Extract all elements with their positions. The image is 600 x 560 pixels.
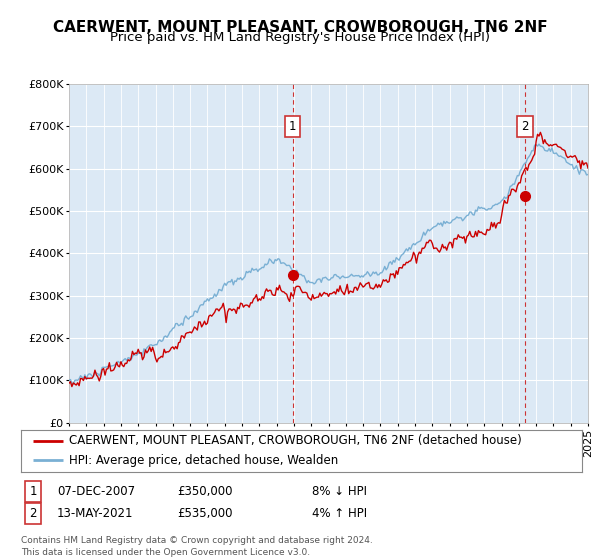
Text: Price paid vs. HM Land Registry's House Price Index (HPI): Price paid vs. HM Land Registry's House … — [110, 31, 490, 44]
Text: 8% ↓ HPI: 8% ↓ HPI — [312, 485, 367, 498]
Text: 13-MAY-2021: 13-MAY-2021 — [57, 507, 133, 520]
Text: 4% ↑ HPI: 4% ↑ HPI — [312, 507, 367, 520]
Text: HPI: Average price, detached house, Wealden: HPI: Average price, detached house, Weal… — [68, 454, 338, 466]
Text: 07-DEC-2007: 07-DEC-2007 — [57, 485, 135, 498]
Text: CAERWENT, MOUNT PLEASANT, CROWBOROUGH, TN6 2NF: CAERWENT, MOUNT PLEASANT, CROWBOROUGH, T… — [53, 20, 547, 35]
Text: 2: 2 — [521, 120, 529, 133]
Text: £535,000: £535,000 — [177, 507, 233, 520]
Text: 1: 1 — [29, 485, 37, 498]
Text: 2: 2 — [29, 507, 37, 520]
Text: Contains HM Land Registry data © Crown copyright and database right 2024.
This d: Contains HM Land Registry data © Crown c… — [21, 536, 373, 557]
Text: 1: 1 — [289, 120, 296, 133]
Text: CAERWENT, MOUNT PLEASANT, CROWBOROUGH, TN6 2NF (detached house): CAERWENT, MOUNT PLEASANT, CROWBOROUGH, T… — [68, 435, 521, 447]
Text: £350,000: £350,000 — [177, 485, 233, 498]
